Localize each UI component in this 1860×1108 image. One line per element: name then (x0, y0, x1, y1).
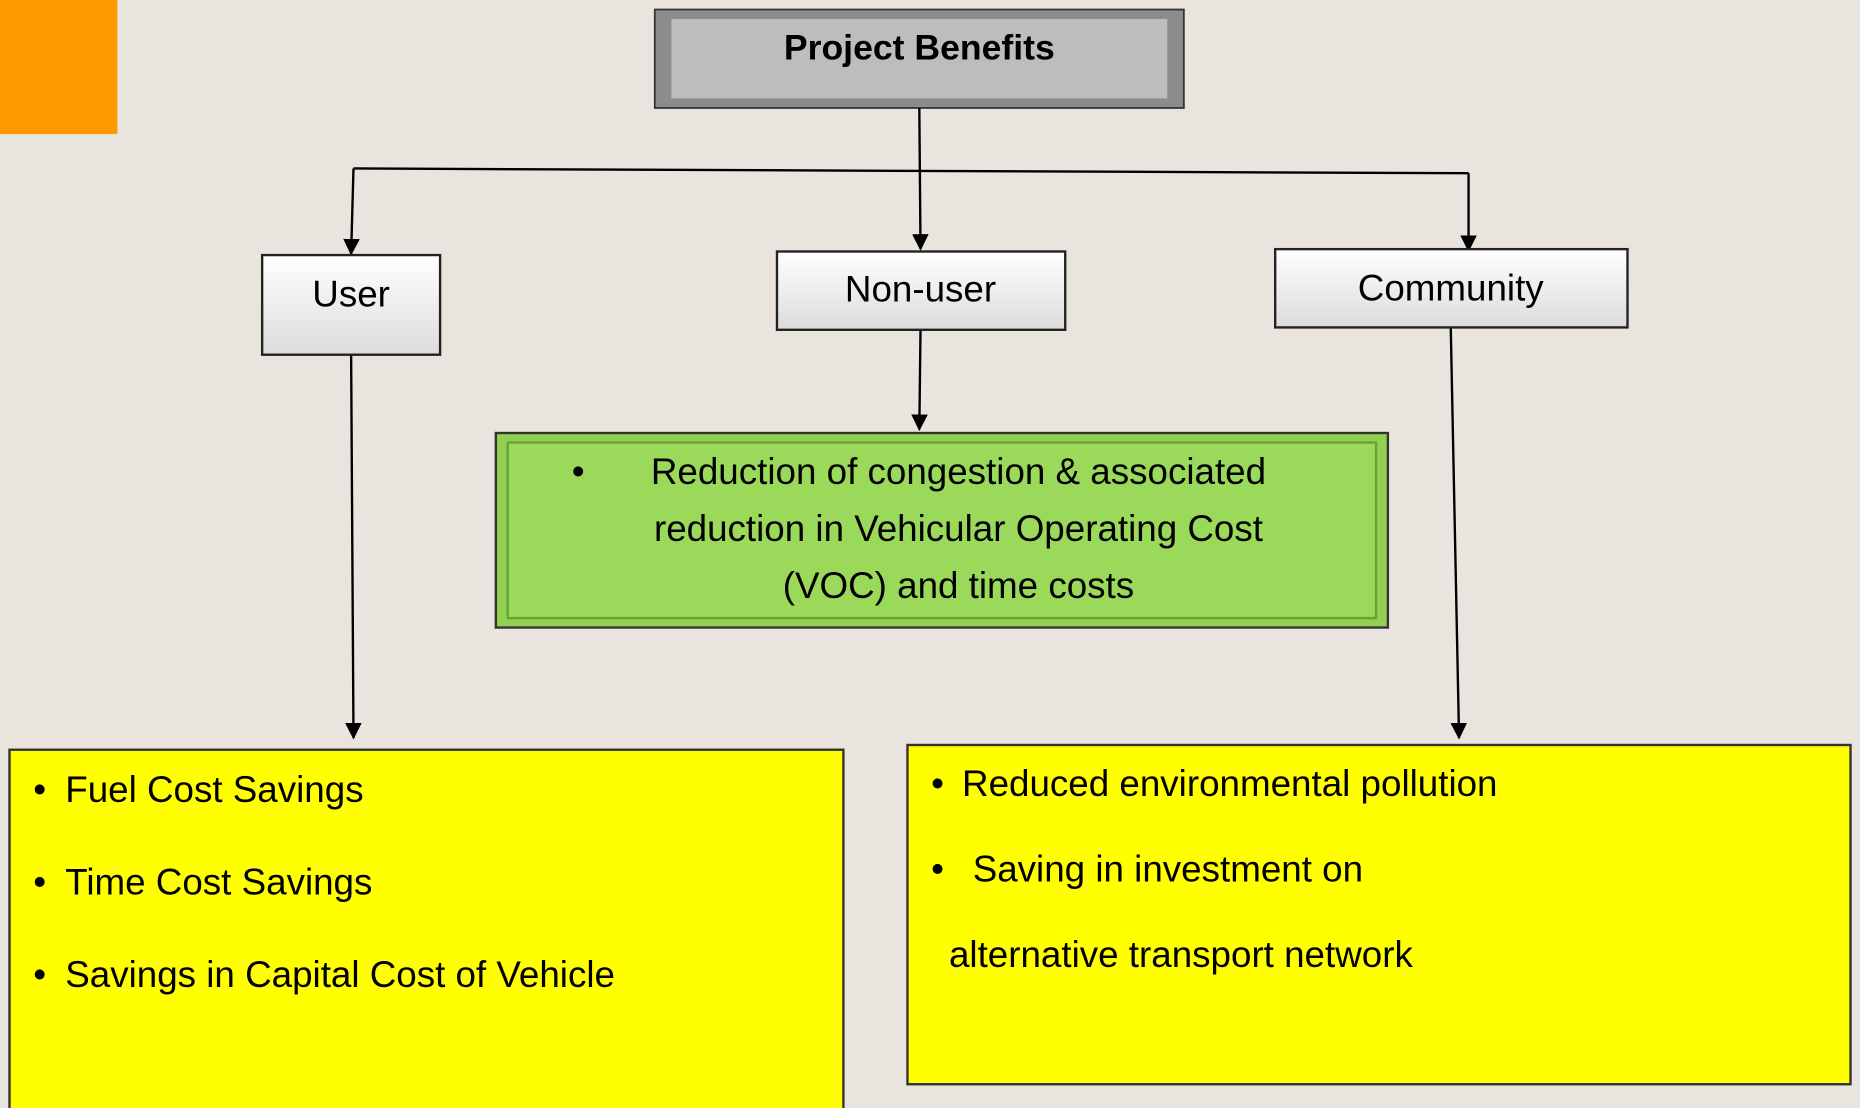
benefit-item: Reduced environmental pollution (962, 763, 1498, 804)
node-label: Community (1358, 267, 1545, 308)
connectors (343, 107, 1477, 740)
benefit-line: Reduction of congestion & associated (651, 451, 1266, 492)
benefit-line: reduction in Vehicular Operating Cost (654, 508, 1263, 549)
bullet: • (33, 954, 46, 995)
non-user-node: Non-user (775, 250, 1067, 331)
root-node: Project Benefits (653, 8, 1185, 109)
community-node: Community (1274, 247, 1629, 329)
node-label: Non-user (845, 269, 996, 310)
benefit-line: (VOC) and time costs (783, 565, 1134, 606)
bullet: • (33, 862, 46, 903)
bullet: • (931, 849, 944, 890)
non-user-benefit-box: • Reduction of congestion & associated r… (494, 431, 1390, 629)
root-label: Project Benefits (784, 27, 1055, 67)
node-label: User (312, 273, 390, 314)
benefit-item: Savings in Capital Cost of Vehicle (65, 954, 615, 995)
accent-square (0, 0, 118, 135)
user-node: User (260, 253, 442, 356)
benefit-item: Saving in investment on (973, 849, 1363, 890)
bullet: • (931, 763, 944, 804)
benefit-continuation: alternative transport network (949, 934, 1413, 975)
bullet: • (572, 451, 585, 492)
benefit-item: Time Cost Savings (65, 862, 372, 903)
community-benefits-box: • Reduced environmental pollution • Savi… (906, 743, 1852, 1086)
benefit-item: Fuel Cost Savings (65, 769, 363, 810)
bullet: • (33, 769, 46, 810)
user-benefits-box: • Fuel Cost Savings • Time Cost Savings … (8, 748, 845, 1108)
